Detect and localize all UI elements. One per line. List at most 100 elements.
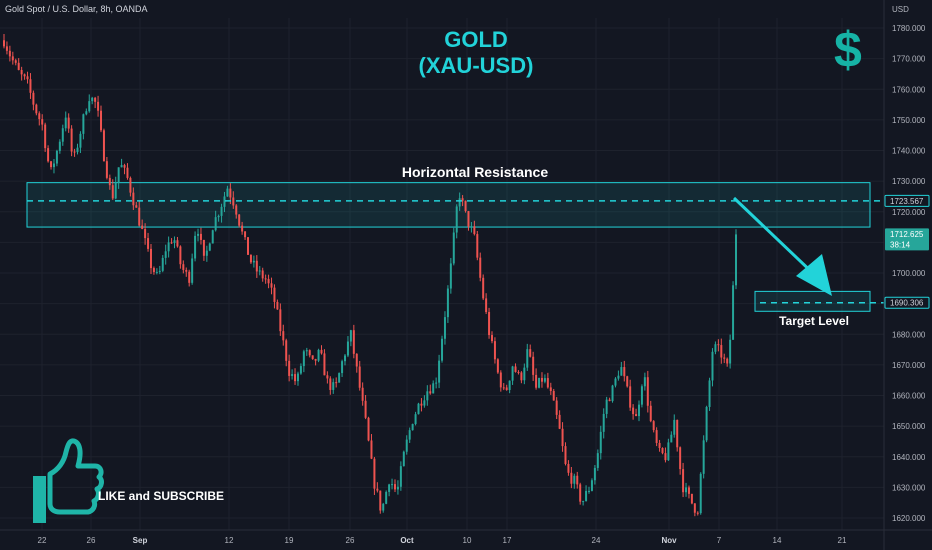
y-tick-label: 1680.000 xyxy=(892,330,926,339)
candle xyxy=(291,369,294,380)
candle xyxy=(123,163,126,175)
candle xyxy=(552,388,555,401)
candle xyxy=(17,58,20,71)
candle xyxy=(579,482,582,505)
candle xyxy=(326,371,329,384)
candle xyxy=(714,341,717,355)
candle xyxy=(102,128,105,162)
candle xyxy=(273,284,276,309)
candle xyxy=(155,268,158,275)
candle xyxy=(696,511,699,516)
candle xyxy=(100,105,103,133)
candle xyxy=(446,285,449,323)
candle xyxy=(637,400,640,422)
candle xyxy=(349,329,352,347)
candle xyxy=(443,311,446,345)
candle xyxy=(32,90,35,111)
x-tick-label: 19 xyxy=(285,536,294,545)
candle xyxy=(20,66,23,81)
candle xyxy=(408,427,411,443)
candle xyxy=(385,490,388,505)
countdown-text: 38:14 xyxy=(890,240,911,249)
candle xyxy=(708,377,711,411)
candle xyxy=(664,447,667,463)
candle xyxy=(323,349,326,376)
price-label: 1723.567 xyxy=(884,194,930,207)
candle xyxy=(126,163,129,180)
candle xyxy=(505,384,508,391)
candle xyxy=(373,456,376,495)
candle xyxy=(244,230,247,240)
projection-arrow xyxy=(732,196,832,296)
y-tick-label: 1760.000 xyxy=(892,85,926,94)
candle xyxy=(320,345,323,355)
candle xyxy=(520,371,523,384)
candle xyxy=(117,167,120,189)
candle xyxy=(508,380,511,394)
candle xyxy=(699,472,702,515)
candle xyxy=(114,176,117,200)
x-tick-label: 26 xyxy=(87,536,96,545)
candle xyxy=(252,255,255,268)
candle xyxy=(585,485,588,502)
candle xyxy=(279,303,282,336)
candle xyxy=(226,185,229,197)
candle xyxy=(341,359,344,377)
candle xyxy=(620,361,623,376)
candle xyxy=(640,384,643,408)
candle xyxy=(41,114,44,131)
candle xyxy=(564,442,567,466)
candle xyxy=(499,370,502,392)
candle xyxy=(208,242,211,252)
candle xyxy=(258,266,261,276)
candle xyxy=(661,447,664,455)
candle xyxy=(411,423,414,431)
candle xyxy=(8,45,11,62)
candle xyxy=(608,397,611,402)
candle xyxy=(191,253,194,285)
candle xyxy=(58,139,61,154)
candle xyxy=(423,395,426,408)
candle xyxy=(405,435,408,455)
candle xyxy=(149,243,152,275)
y-tick-label: 1750.000 xyxy=(892,116,926,125)
candle xyxy=(220,203,223,223)
y-tick-label: 1670.000 xyxy=(892,361,926,370)
candle xyxy=(399,461,402,491)
candle xyxy=(23,73,26,80)
candle xyxy=(73,148,76,157)
candle xyxy=(308,349,311,358)
candle xyxy=(158,265,161,275)
resistance-zone xyxy=(26,182,871,228)
candle xyxy=(402,450,405,467)
candle xyxy=(735,229,737,290)
candle xyxy=(635,408,638,417)
candle xyxy=(147,232,150,252)
time-axis: 22 26 Sep 12 19 26 Oct 10 17 24 Nov 7 14 21 xyxy=(0,529,932,545)
candle xyxy=(596,449,599,471)
candle xyxy=(88,94,91,113)
candle xyxy=(105,157,108,180)
candle xyxy=(532,351,535,381)
candle xyxy=(67,113,70,133)
candle xyxy=(643,372,646,391)
candle xyxy=(247,237,249,255)
candle xyxy=(467,210,470,231)
x-tick-label: 12 xyxy=(225,536,234,545)
candle xyxy=(82,113,85,140)
candle xyxy=(35,103,38,116)
candle xyxy=(232,191,235,209)
candle xyxy=(599,425,602,460)
candle xyxy=(329,376,332,395)
candle xyxy=(693,503,696,517)
y-tick-label: 1720.000 xyxy=(892,208,926,217)
candle xyxy=(94,96,97,109)
candle xyxy=(687,485,690,499)
candle xyxy=(61,124,64,146)
candle xyxy=(141,219,144,230)
candlestick-series xyxy=(3,34,737,517)
candle xyxy=(655,427,658,447)
x-tick-label: Oct xyxy=(400,536,414,545)
